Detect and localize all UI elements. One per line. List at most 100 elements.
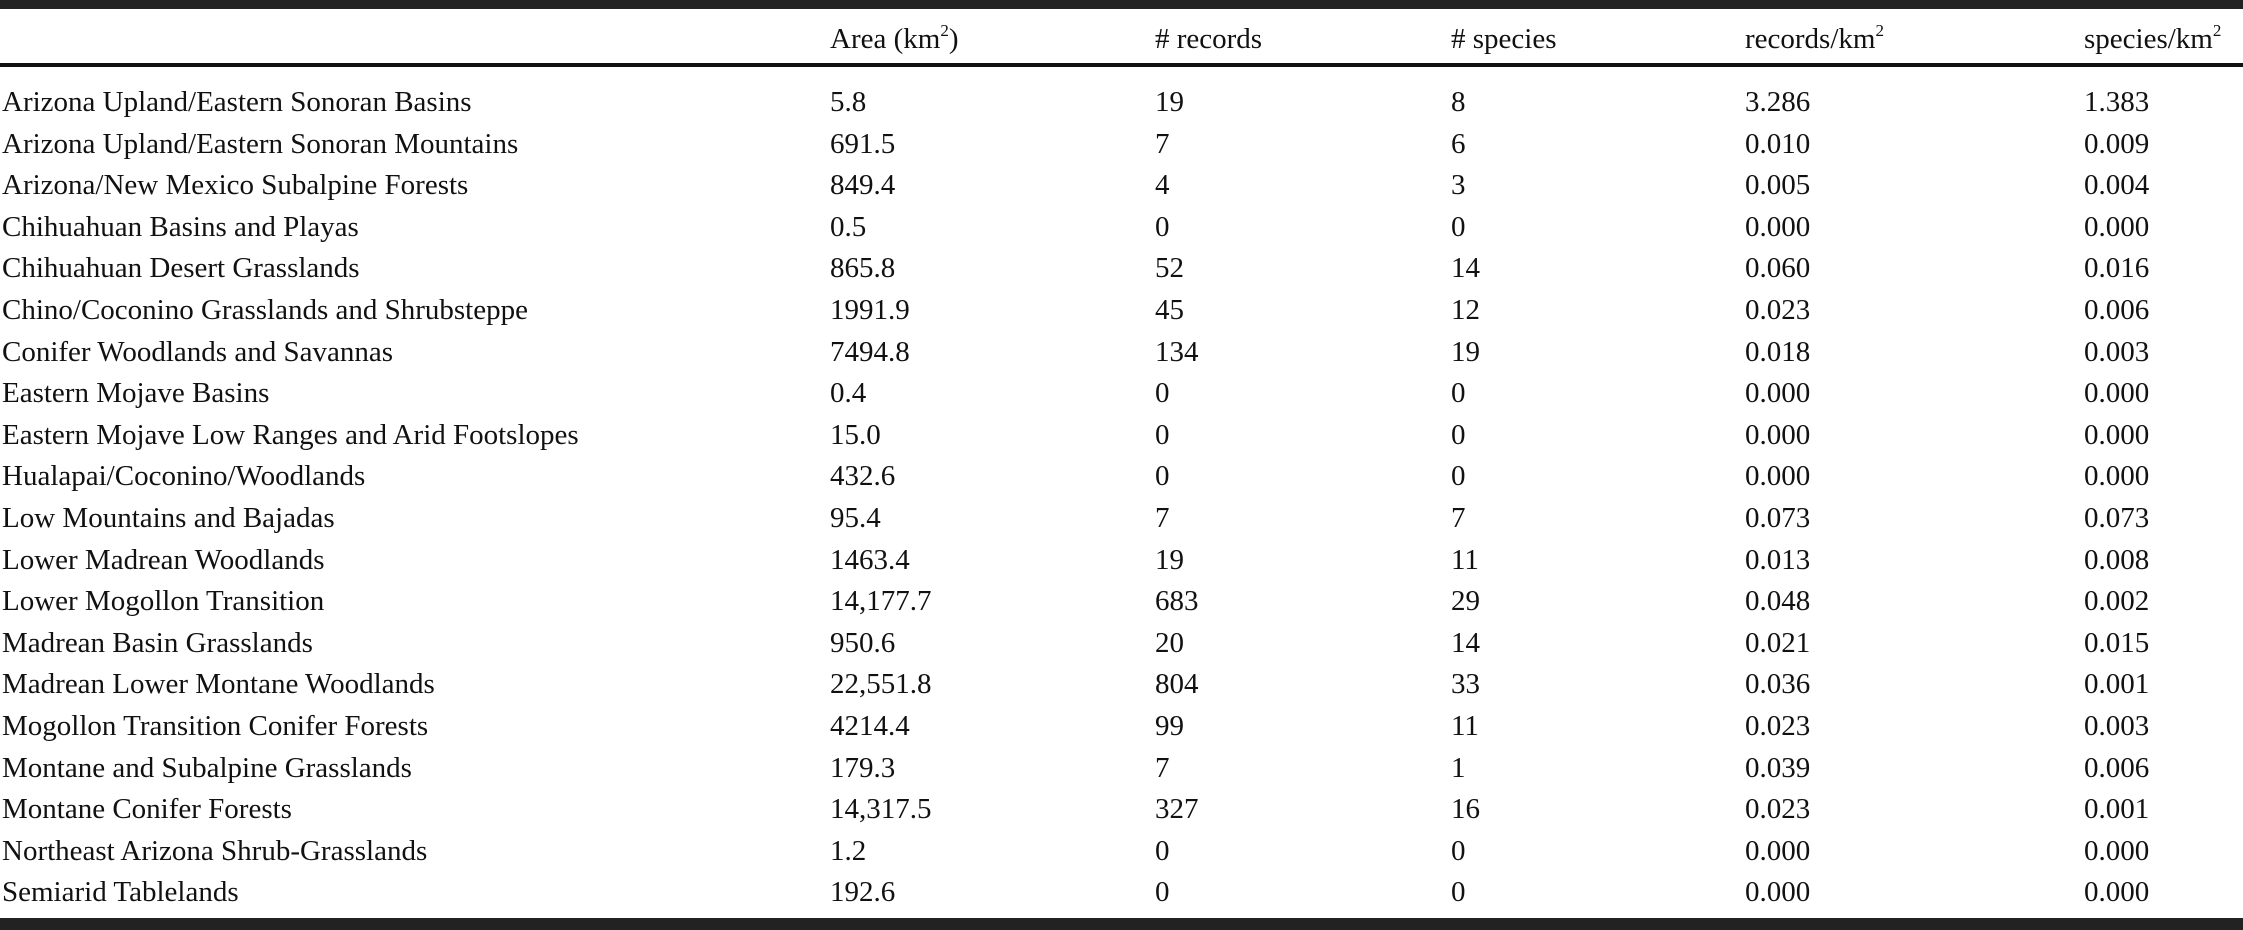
cell-records-per-km2: 0.018 — [1745, 335, 1811, 368]
cell-name: Arizona/New Mexico Subalpine Forests — [2, 169, 469, 202]
cell-records: 7 — [1155, 751, 1170, 784]
cell-species-per-km2: 0.015 — [2084, 626, 2150, 659]
table-row: Arizona Upland/Eastern Sonoran Basins 5.8… — [0, 82, 2243, 124]
cell-area: 0.4 — [830, 377, 867, 410]
cell-species-per-km2: 0.000 — [2084, 460, 2150, 493]
cell-records: 7 — [1155, 501, 1170, 534]
cell-area: 7494.8 — [830, 335, 910, 368]
cell-area: 691.5 — [830, 127, 896, 160]
header-cell-species: # species — [1451, 23, 1557, 55]
cell-name: Lower Mogollon Transition — [2, 585, 325, 618]
table-row: Mogollon Transition Conifer Forests 4214.… — [0, 706, 2243, 748]
cell-name: Conifer Woodlands and Savannas — [2, 335, 393, 368]
table-row: Madrean Basin Grasslands 950.6 20 14 0.021 0.… — [0, 623, 2243, 665]
cell-area: 1991.9 — [830, 293, 910, 326]
table-header-rule — [0, 63, 2243, 67]
cell-species-per-km2: 0.000 — [2084, 418, 2150, 451]
table-row: Madrean Lower Montane Woodlands 22,551.8 8… — [0, 664, 2243, 706]
cell-records: 99 — [1155, 709, 1184, 742]
table-row: Lower Mogollon Transition 14,177.7 683 29 0.… — [0, 581, 2243, 623]
cell-species: 12 — [1451, 293, 1480, 326]
cell-records: 7 — [1155, 127, 1170, 160]
cell-species: 29 — [1451, 585, 1480, 618]
cell-records-per-km2: 0.000 — [1745, 418, 1811, 451]
cell-name: Northeast Arizona Shrub-Grasslands — [2, 834, 428, 867]
cell-species-per-km2: 0.002 — [2084, 585, 2150, 618]
cell-species: 0 — [1451, 377, 1466, 410]
cell-name: Semiarid Tablelands — [2, 876, 239, 909]
cell-records: 804 — [1155, 668, 1199, 701]
cell-area: 4214.4 — [830, 709, 910, 742]
cell-records-per-km2: 0.005 — [1745, 169, 1811, 202]
table-row: Montane Conifer Forests 14,317.5 327 16 0.02… — [0, 789, 2243, 831]
cell-name: Arizona Upland/Eastern Sonoran Basins — [2, 86, 472, 118]
table-bottom-rule — [0, 918, 2243, 930]
cell-species-per-km2: 0.009 — [2084, 127, 2150, 160]
cell-records-per-km2: 0.039 — [1745, 751, 1811, 784]
table-row: Arizona/New Mexico Subalpine Forests 849.… — [0, 165, 2243, 207]
cell-area: 849.4 — [830, 169, 896, 202]
cell-species: 16 — [1451, 793, 1480, 826]
cell-species-per-km2: 0.006 — [2084, 751, 2150, 784]
cell-area: 1463.4 — [830, 543, 910, 576]
cell-name: Montane Conifer Forests — [2, 793, 292, 826]
cell-name: Low Mountains and Bajadas — [2, 501, 335, 534]
cell-records-per-km2: 0.060 — [1745, 252, 1811, 285]
cell-name: Arizona Upland/Eastern Sonoran Mountains — [2, 127, 519, 160]
cell-area: 1.2 — [830, 834, 867, 867]
table-row: Northeast Arizona Shrub-Grasslands 1.2 0 0 0… — [0, 831, 2243, 873]
cell-species-per-km2: 0.003 — [2084, 709, 2150, 742]
cell-name: Lower Madrean Woodlands — [2, 543, 325, 576]
table-row: Chihuahuan Basins and Playas 0.5 0 0 0.000 0.… — [0, 207, 2243, 249]
cell-records: 52 — [1155, 252, 1184, 285]
cell-species-per-km2: 0.001 — [2084, 793, 2150, 826]
cell-species: 3 — [1451, 169, 1466, 202]
cell-species: 0 — [1451, 460, 1466, 493]
cell-name: Hualapai/Coconino/Woodlands — [2, 460, 366, 493]
cell-area: 22,551.8 — [830, 668, 932, 701]
table-header-row: Area (km2) # records # species records/k… — [0, 9, 2243, 63]
cell-species-per-km2: 0.006 — [2084, 293, 2150, 326]
cell-name: Madrean Basin Grasslands — [2, 626, 313, 659]
cell-records-per-km2: 0.021 — [1745, 626, 1811, 659]
cell-species: 7 — [1451, 501, 1466, 534]
cell-species: 8 — [1451, 86, 1466, 118]
cell-records: 0 — [1155, 876, 1170, 909]
cell-species-per-km2: 0.016 — [2084, 252, 2150, 285]
cell-records: 4 — [1155, 169, 1170, 202]
cell-species: 11 — [1451, 709, 1479, 742]
cell-area: 14,177.7 — [830, 585, 932, 618]
table-row: Eastern Mojave Low Ranges and Arid Foots… — [0, 415, 2243, 457]
cell-name: Chino/Coconino Grasslands and Shrubstepp… — [2, 293, 528, 326]
table-row: Conifer Woodlands and Savannas 7494.8 134 1… — [0, 332, 2243, 374]
table-row: Arizona Upland/Eastern Sonoran Mountains… — [0, 124, 2243, 166]
cell-records-per-km2: 0.000 — [1745, 876, 1811, 909]
cell-records-per-km2: 0.023 — [1745, 709, 1811, 742]
cell-species: 14 — [1451, 626, 1480, 659]
cell-species: 0 — [1451, 876, 1466, 909]
header-cell-species-per-km2: species/km2 — [2084, 21, 2222, 55]
cell-area: 95.4 — [830, 501, 881, 534]
table-row: Eastern Mojave Basins 0.4 0 0 0.000 0.000 — [0, 373, 2243, 415]
cell-records: 134 — [1155, 335, 1199, 368]
cell-name: Chihuahuan Desert Grasslands — [2, 252, 360, 285]
cell-records-per-km2: 0.048 — [1745, 585, 1811, 618]
cell-records-per-km2: 0.073 — [1745, 501, 1811, 534]
cell-name: Chihuahuan Basins and Playas — [2, 210, 359, 243]
table-row: Hualapai/Coconino/Woodlands 432.6 0 0 0.000 0… — [0, 456, 2243, 498]
cell-area: 865.8 — [830, 252, 896, 285]
cell-area: 179.3 — [830, 751, 896, 784]
cell-records-per-km2: 0.023 — [1745, 793, 1811, 826]
cell-records: 0 — [1155, 210, 1170, 243]
cell-name: Eastern Mojave Basins — [2, 377, 270, 410]
cell-species-per-km2: 0.003 — [2084, 335, 2150, 368]
cell-area: 15.0 — [830, 418, 881, 451]
cell-records: 20 — [1155, 626, 1184, 659]
cell-species-per-km2: 0.008 — [2084, 543, 2150, 576]
cell-records-per-km2: 0.000 — [1745, 460, 1811, 493]
header-cell-records: # records — [1155, 23, 1263, 55]
header-cell-records-per-km2: records/km2 — [1745, 21, 1884, 55]
table-body: Arizona Upland/Eastern Sonoran Basins 5.8… — [0, 82, 2243, 914]
cell-records: 0 — [1155, 460, 1170, 493]
table-row: Semiarid Tablelands 192.6 0 0 0.000 0.000 — [0, 872, 2243, 914]
